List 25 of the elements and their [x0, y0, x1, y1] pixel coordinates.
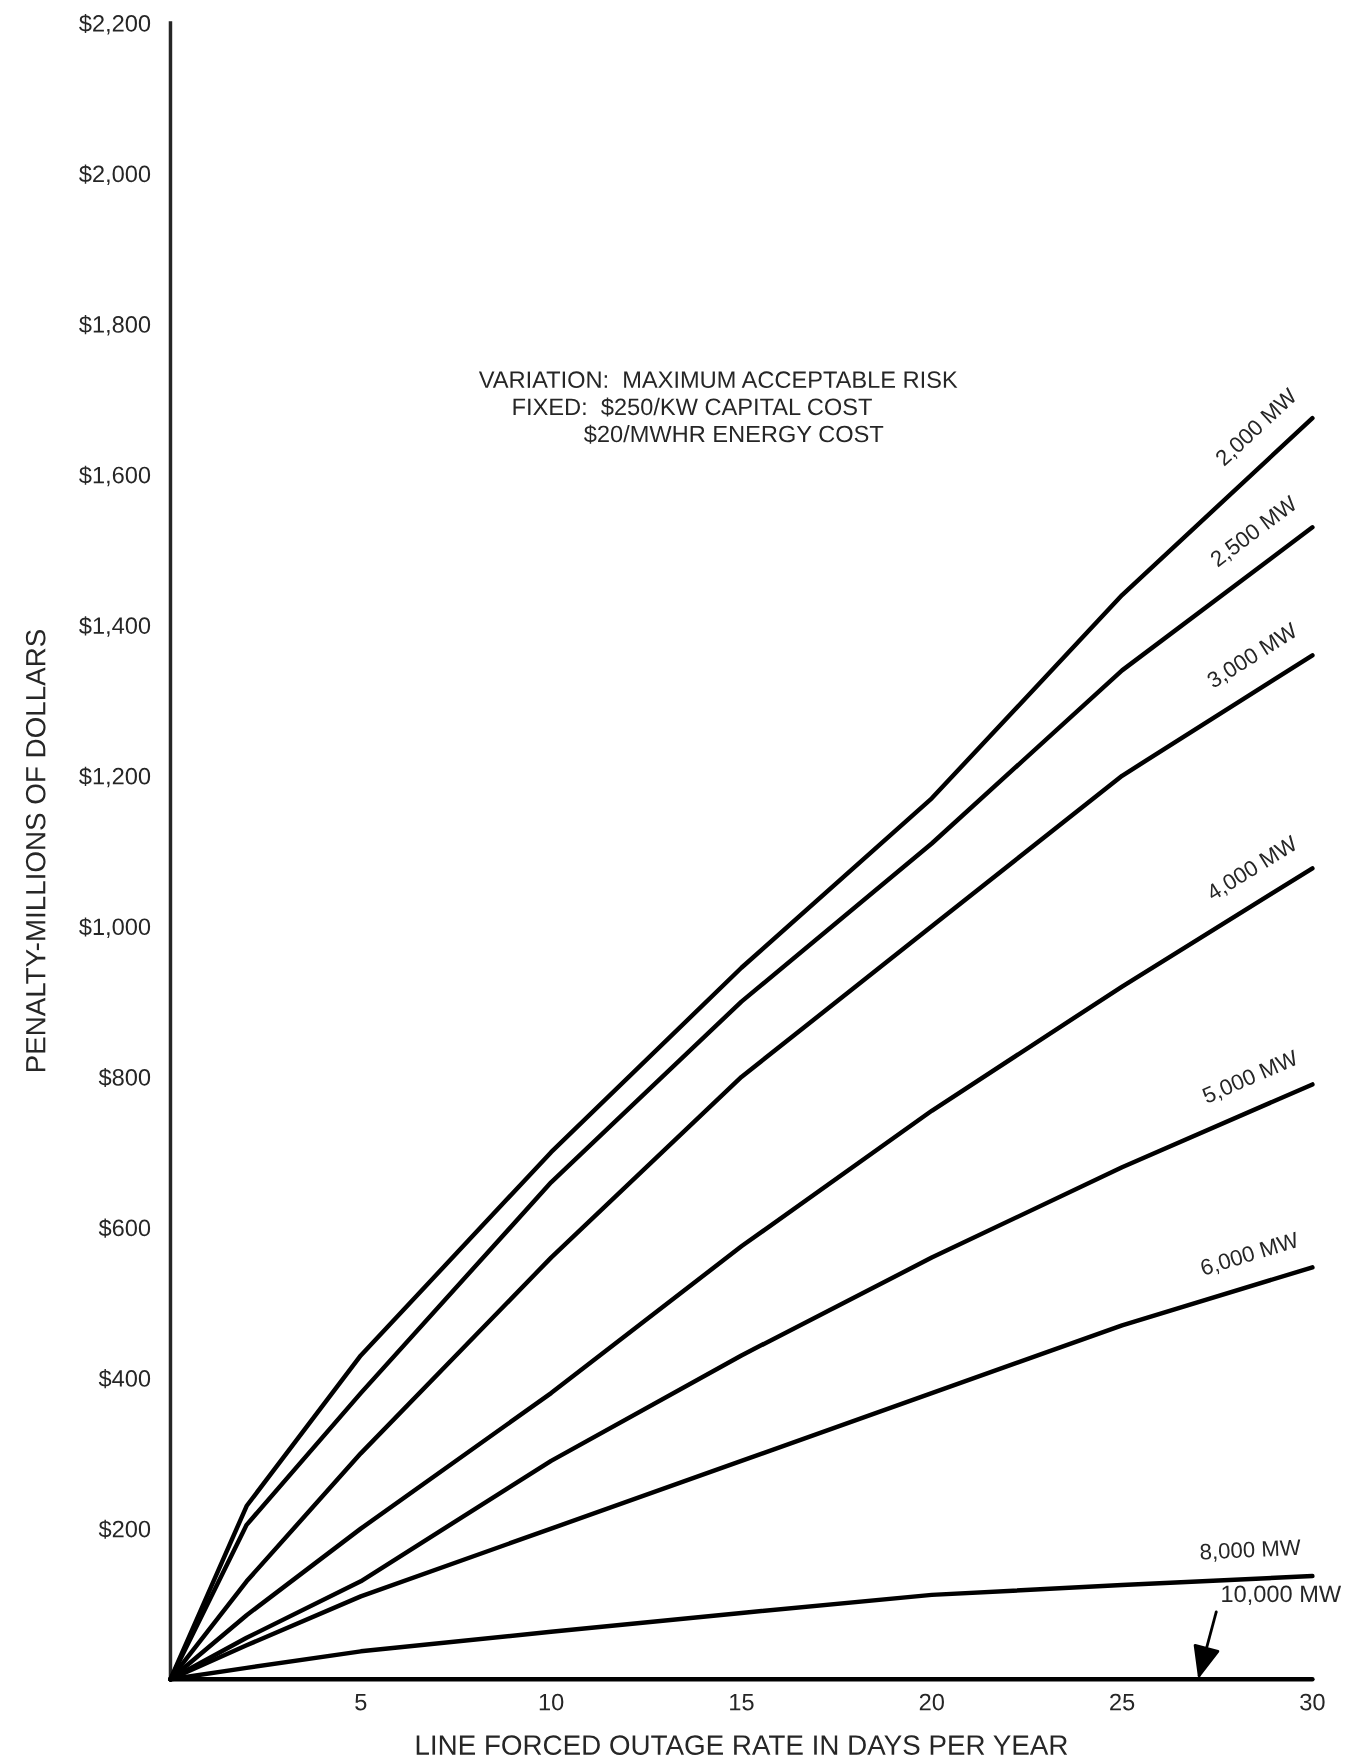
y-tick-label: $200 — [98, 1519, 151, 1539]
y-tick-label: $600 — [98, 1218, 151, 1238]
y-tick-label: $2,000 — [79, 164, 151, 186]
series-label: 8,000 MW — [1200, 1539, 1302, 1563]
annotation: 10,000 MW — [1222, 1585, 1342, 1605]
annotation: VARIATION: MAXIMUM ACCEPTABLE RISK FIXED: $250/KW CAPITAL COST $20/MWHR ENERGY COST — [478, 371, 958, 444]
y-tick-label: $400 — [98, 1369, 151, 1389]
x-tick-label: 25 — [1110, 1693, 1135, 1711]
x-tick-label: 30 — [1300, 1693, 1325, 1711]
text: 6,000 MW — [1199, 1231, 1301, 1279]
y-tick-label: $2,200 — [79, 13, 151, 35]
y-tick-label: $1,600 — [79, 465, 151, 487]
y-tick-label: $1,400 — [79, 616, 151, 637]
x-tick-label: 15 — [730, 1693, 754, 1711]
x-axis-title: LINE FORCED OUTAGE RATE IN DAYS PER YEAR — [416, 1735, 1068, 1755]
x-tick-label: 10 — [539, 1693, 564, 1711]
y-tick-label: $1,200 — [79, 766, 151, 788]
y-tick-label: $1,800 — [79, 315, 151, 336]
text: 5,000 MW — [1201, 1049, 1301, 1107]
x-tick-label: 20 — [919, 1693, 944, 1711]
y-axis-title: PENALTY-MILLIONS OF DOLLARS — [25, 630, 46, 1072]
text: 4,000 MW — [1205, 834, 1301, 904]
x-tick-label: 5 — [355, 1693, 367, 1711]
y-tick-label: $800 — [98, 1067, 151, 1088]
y-tick-label: $1,000 — [79, 917, 151, 938]
